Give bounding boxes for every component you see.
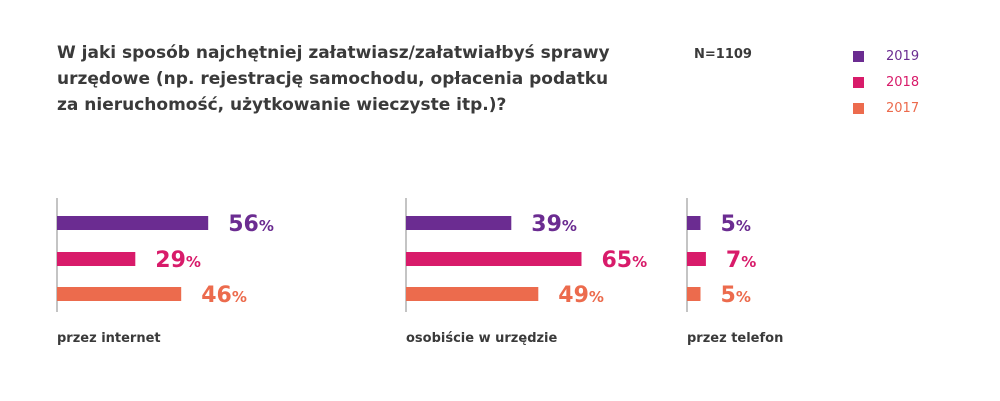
value-label: 65% bbox=[602, 248, 648, 273]
chart-title: W jaki sposób najchętniej załatwiasz/zał… bbox=[57, 43, 610, 115]
value-label: 29% bbox=[155, 248, 201, 273]
value-label: 56% bbox=[228, 212, 274, 237]
category-label: osobiście w urzędzie bbox=[406, 331, 558, 346]
bar-2018 bbox=[57, 252, 136, 266]
legend-item-2017: 2017 bbox=[853, 100, 919, 116]
legend-item-2019: 2019 bbox=[853, 48, 919, 64]
value-label: 49% bbox=[558, 283, 604, 308]
bar-2018 bbox=[687, 252, 706, 266]
value-label: 39% bbox=[531, 212, 577, 237]
legend-label: 2018 bbox=[886, 74, 920, 90]
bar-2019 bbox=[57, 216, 209, 230]
bar-2017 bbox=[57, 287, 182, 301]
bar-2019 bbox=[687, 216, 701, 230]
legend-swatch bbox=[853, 76, 864, 88]
value-label: 46% bbox=[201, 283, 247, 308]
bar-2018 bbox=[406, 252, 582, 266]
bar-2017 bbox=[687, 287, 701, 301]
legend-item-2018: 2018 bbox=[853, 74, 919, 90]
bar-2017 bbox=[406, 287, 539, 301]
legend-swatch bbox=[853, 102, 864, 114]
category-label: przez internet bbox=[57, 331, 161, 346]
sample-size: N=1109 bbox=[694, 47, 752, 62]
legend: 2019 2018 2017 bbox=[853, 48, 919, 126]
category-label: przez telefon bbox=[687, 331, 783, 346]
value-label: 7% bbox=[726, 248, 756, 273]
legend-swatch bbox=[853, 50, 864, 62]
value-label: 5% bbox=[721, 212, 751, 237]
legend-label: 2017 bbox=[886, 100, 920, 116]
value-label: 5% bbox=[721, 283, 751, 308]
legend-label: 2019 bbox=[886, 48, 920, 64]
bar-2019 bbox=[406, 216, 512, 230]
